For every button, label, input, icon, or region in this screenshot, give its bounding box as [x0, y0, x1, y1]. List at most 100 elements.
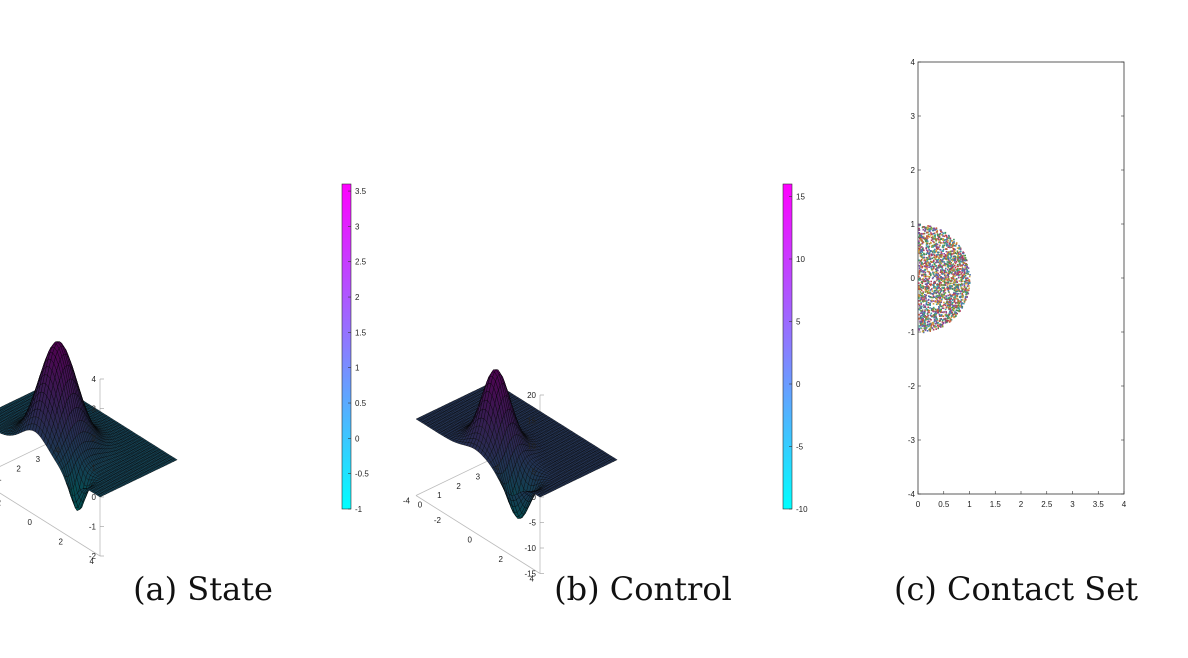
colorbar-tick-label: -1	[355, 505, 363, 514]
contact-point	[953, 264, 956, 267]
y-tick-label: -2	[0, 499, 2, 508]
contact-point	[948, 314, 950, 316]
colorbar-tick-label: 1.5	[355, 328, 367, 337]
contact-point	[918, 271, 921, 274]
contact-point	[928, 243, 931, 245]
z-tick-label: 20	[527, 391, 536, 400]
contact-point	[963, 302, 965, 305]
contact-point	[932, 296, 934, 299]
contact-point	[964, 257, 966, 259]
colorbar-tick-label: 0	[355, 434, 360, 443]
contact-point	[921, 249, 923, 252]
contact-point	[932, 287, 935, 289]
z-tick-label: 4	[92, 375, 97, 384]
contact-point	[938, 296, 940, 299]
control-caption: (b) Control	[554, 570, 732, 608]
contact-point	[918, 229, 921, 231]
contact-point	[952, 257, 954, 260]
colorbar-tick-label: -5	[796, 443, 804, 452]
colorbar-tick-label: 2	[355, 293, 360, 302]
contact-point	[918, 313, 920, 316]
contact-point	[918, 227, 920, 230]
colorbar-tick-label: 0	[796, 380, 801, 389]
colorbar-tick-label: 10	[796, 255, 805, 264]
colorbar-tick-label: 2.5	[355, 258, 367, 267]
contact-point	[920, 246, 923, 248]
contact-point	[961, 282, 963, 285]
contact-point	[957, 254, 959, 257]
contact-point	[947, 276, 949, 278]
contact-point	[932, 276, 935, 279]
contact-point	[950, 256, 952, 258]
contact-point	[921, 312, 923, 314]
contact-point	[932, 328, 935, 331]
z-tick-label: 15	[527, 417, 536, 426]
y-axis-line	[415, 495, 541, 574]
contact-point	[927, 323, 929, 326]
contact-point	[948, 291, 950, 293]
contact-point	[920, 307, 923, 309]
colorbar-gradient	[782, 183, 793, 510]
contact-point	[952, 309, 955, 312]
contact-point	[939, 315, 941, 317]
contact-point	[943, 274, 946, 277]
contact-point	[918, 275, 920, 278]
x-tick-label: 2	[456, 482, 461, 491]
contact-point	[931, 268, 933, 271]
contact-point	[944, 231, 947, 234]
x-tick-label: 0	[418, 501, 423, 510]
contact-point	[967, 289, 969, 291]
contact-point	[932, 265, 935, 268]
contact-point	[935, 261, 937, 264]
state-colorbar: -1-0.500.511.522.533.5	[341, 183, 369, 514]
contact-point	[918, 247, 921, 250]
x-tick-label: 4	[55, 446, 60, 455]
contact-point	[961, 299, 964, 301]
contact-point	[919, 291, 922, 293]
contact-point	[947, 290, 950, 292]
y-tick-label: -4	[403, 497, 411, 506]
contact-point	[932, 232, 935, 235]
contact-point	[930, 319, 932, 321]
contact-point	[944, 308, 947, 311]
z-tick-label: 0	[532, 493, 537, 502]
z-tick-label: 0	[92, 493, 97, 502]
contact-point	[956, 247, 959, 249]
contact-point	[930, 242, 932, 244]
contact-point	[930, 267, 933, 269]
z-tick-label: 1	[92, 464, 97, 473]
colorbar-tick-label: 1	[355, 364, 360, 373]
y-tick-label: 2	[59, 538, 64, 547]
contact-point	[954, 266, 957, 269]
contact-point	[927, 278, 929, 281]
colorbar-tick-label: 3	[355, 222, 360, 231]
state-caption: (a) State	[133, 570, 273, 608]
x-tick-label: 3	[36, 455, 41, 464]
contact-point	[953, 283, 955, 286]
x-tick-label: 1	[437, 491, 442, 500]
contact-point	[951, 253, 953, 255]
contact-point	[952, 244, 955, 247]
x-tick-label: 4	[495, 463, 500, 472]
y-tick-label: 0	[468, 536, 473, 545]
x-tick-label: 3	[476, 473, 481, 482]
x-tick-label: 2	[16, 464, 21, 473]
contact-point	[932, 272, 934, 274]
z-tick-label: 3	[92, 405, 97, 414]
contact-point	[967, 270, 970, 273]
y-tick-label: -2	[434, 516, 442, 525]
contact-point	[958, 310, 960, 312]
contact-point	[928, 271, 931, 273]
x-axis-line	[0, 440, 54, 467]
z-tick-label: -5	[529, 519, 537, 528]
contact-point	[963, 262, 966, 264]
contact-point	[924, 291, 927, 293]
contact-point	[968, 287, 970, 290]
contact-point	[934, 263, 936, 266]
z-tick-label: -10	[524, 544, 536, 553]
contact-point	[927, 325, 930, 328]
